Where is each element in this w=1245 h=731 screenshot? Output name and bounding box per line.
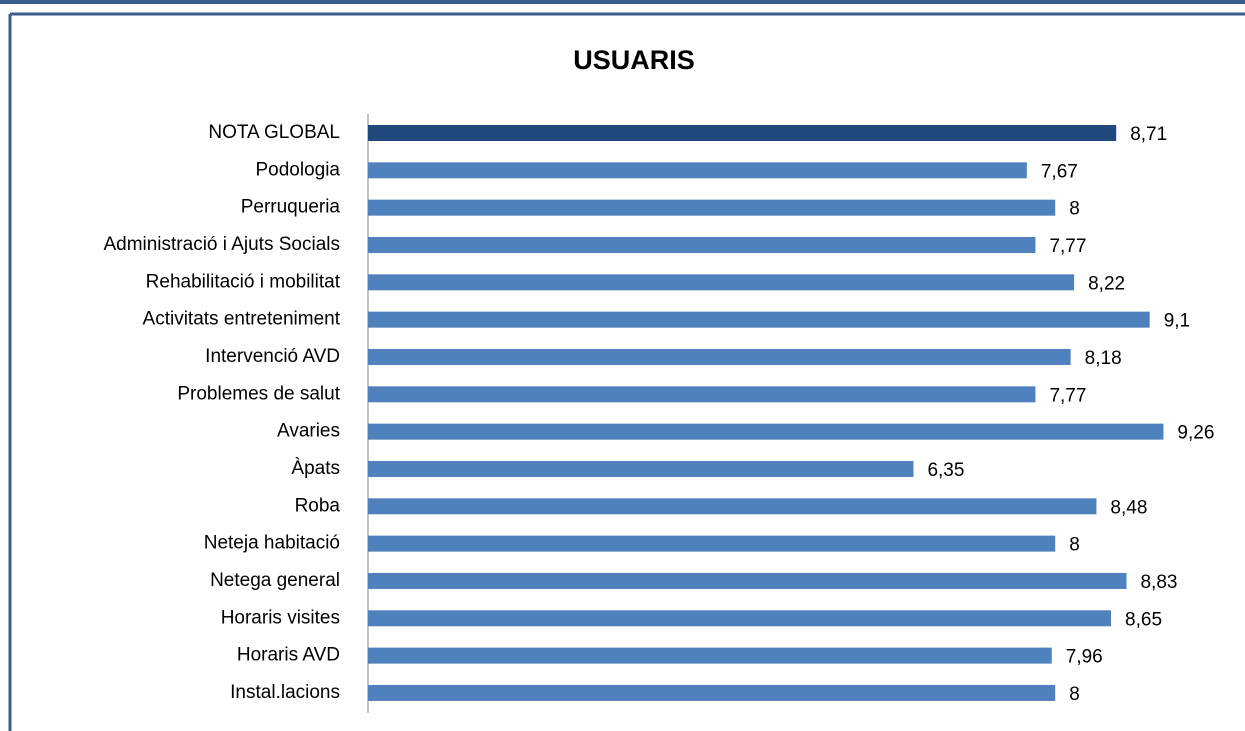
bar (368, 572, 1127, 589)
bar (368, 610, 1112, 627)
value-label: 6,35 (927, 460, 964, 481)
value-label: 8 (1069, 684, 1080, 705)
bar (368, 162, 1027, 179)
category-label: Activitats entreteniment (143, 309, 341, 330)
category-label: Neteja habitació (204, 533, 340, 554)
value-label: 8 (1069, 199, 1080, 220)
category-label: Horaris AVD (237, 645, 340, 666)
category-label: Rehabilitació i mobilitat (146, 271, 341, 292)
category-label: Àpats (291, 458, 340, 479)
bar (368, 348, 1071, 365)
value-label: 8,22 (1088, 273, 1125, 294)
chart-title: USUARIS (573, 45, 695, 75)
value-label: 8,48 (1110, 497, 1147, 518)
bar (368, 684, 1056, 701)
category-label: Avaries (277, 421, 340, 442)
bar (368, 236, 1036, 253)
value-label: 7,67 (1041, 161, 1078, 182)
category-label: Instal.lacions (230, 682, 340, 703)
bar (368, 647, 1052, 664)
bar (368, 460, 914, 477)
category-label: Administració i Ajuts Socials (103, 234, 340, 255)
value-label: 8,71 (1130, 124, 1167, 145)
bar (368, 386, 1036, 403)
value-label: 7,77 (1049, 385, 1086, 406)
value-label: 8,18 (1085, 348, 1122, 369)
bar (368, 423, 1164, 440)
value-label: 8,65 (1125, 609, 1162, 630)
value-label: 7,96 (1066, 647, 1103, 668)
value-label: 8,83 (1140, 572, 1177, 593)
value-label: 7,77 (1049, 236, 1086, 257)
bar (368, 535, 1056, 552)
category-label: Horaris visites (221, 607, 340, 628)
category-label: Netega general (210, 570, 340, 591)
category-label: Intervenció AVD (205, 346, 340, 367)
bar (368, 199, 1056, 216)
category-label: Podologia (255, 159, 340, 180)
category-label: NOTA GLOBAL (208, 122, 340, 143)
bar (368, 125, 1117, 141)
value-label: 9,1 (1164, 311, 1190, 332)
category-label: Perruqueria (241, 197, 341, 218)
bar (368, 498, 1097, 515)
bar (368, 311, 1150, 328)
category-label: Problemes de salut (177, 383, 340, 404)
bar (368, 274, 1075, 291)
value-label: 8 (1069, 535, 1080, 556)
value-label: 9,26 (1177, 423, 1214, 444)
category-label: Roba (295, 495, 341, 516)
